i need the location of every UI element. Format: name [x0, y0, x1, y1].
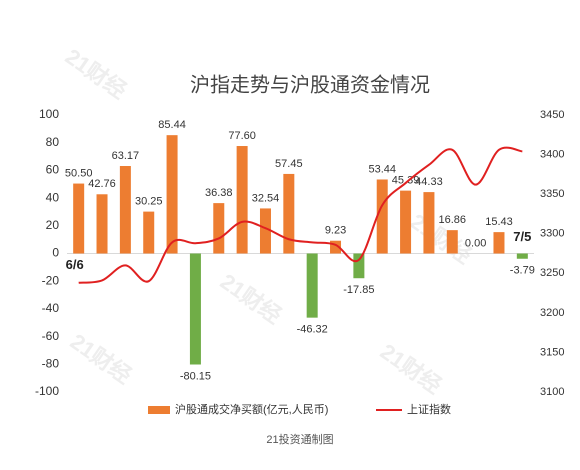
y-tick-label: 20	[46, 218, 60, 232]
data-label: 42.76	[88, 178, 116, 190]
bar	[423, 192, 435, 254]
legend-label: 沪股通成交净买额(亿元,人民币)	[175, 402, 328, 416]
data-label: 77.60	[228, 130, 256, 142]
y2-tick-label: 3350	[540, 188, 564, 200]
y2-tick-label: 3250	[540, 267, 564, 279]
y2-tick-label: 3450	[540, 109, 564, 121]
bar	[189, 253, 201, 365]
y-tick-label: 40	[46, 190, 60, 204]
bar	[376, 179, 388, 254]
y-tick-label: 60	[46, 163, 60, 177]
y-tick-label: -60	[42, 329, 60, 343]
watermark: 21财经	[66, 329, 136, 389]
legend-label: 上证指数	[407, 402, 451, 416]
data-label: -46.32	[297, 324, 328, 336]
y2-tick-label: 3400	[540, 148, 564, 160]
annotation: 6/6	[66, 257, 84, 272]
data-label: 44.33	[415, 176, 443, 188]
bar	[306, 253, 318, 318]
bar	[96, 194, 108, 254]
watermark: 21财经	[216, 269, 286, 329]
y-tick-label: 0	[52, 246, 59, 260]
bar	[259, 208, 271, 254]
data-label: 50.50	[65, 167, 93, 179]
y-tick-label: 100	[39, 107, 59, 121]
data-label: 15.43	[485, 216, 513, 228]
y2-tick-label: 3100	[540, 386, 564, 398]
y-tick-label: -20	[42, 273, 60, 287]
annotation: 7/5	[513, 229, 531, 244]
bar	[119, 166, 131, 254]
bar	[236, 146, 248, 254]
bar	[143, 211, 155, 254]
y-tick-label: -100	[35, 384, 59, 398]
watermark: 21财经	[61, 44, 131, 104]
data-label: 0.00	[465, 237, 486, 249]
y2-tick-label: 3200	[540, 307, 564, 319]
data-label: 32.54	[252, 192, 280, 204]
bar	[283, 173, 295, 254]
bar	[400, 190, 412, 254]
data-label: 36.38	[205, 187, 233, 199]
y-tick-label: 80	[46, 135, 60, 149]
y-tick-label: -40	[42, 301, 60, 315]
footer: 21投资通制图	[266, 432, 333, 446]
data-label: 9.23	[325, 225, 346, 237]
data-label: -17.85	[343, 284, 374, 296]
bar	[516, 253, 528, 259]
data-label: 85.44	[158, 119, 186, 131]
bar	[166, 135, 178, 254]
line	[78, 146, 523, 284]
legend-swatch	[148, 406, 170, 414]
data-label: 57.45	[275, 158, 303, 170]
bar	[446, 230, 458, 254]
bar	[353, 253, 365, 279]
y-tick-label: -80	[42, 356, 60, 370]
bar	[330, 240, 342, 254]
data-label: 30.25	[135, 196, 163, 208]
bar	[73, 183, 85, 254]
data-label: 16.86	[439, 214, 467, 226]
data-label: -3.79	[510, 265, 535, 277]
y2-tick-label: 3150	[540, 346, 564, 358]
chart-title: 沪指走势与沪股通资金情况	[190, 73, 430, 96]
y2-tick-label: 3300	[540, 228, 564, 240]
data-label: 53.44	[368, 163, 396, 175]
data-label: -80.15	[180, 370, 211, 382]
bar	[213, 203, 225, 254]
data-label: 63.17	[112, 150, 140, 162]
bar	[493, 232, 505, 254]
watermark: 21财经	[376, 339, 446, 399]
